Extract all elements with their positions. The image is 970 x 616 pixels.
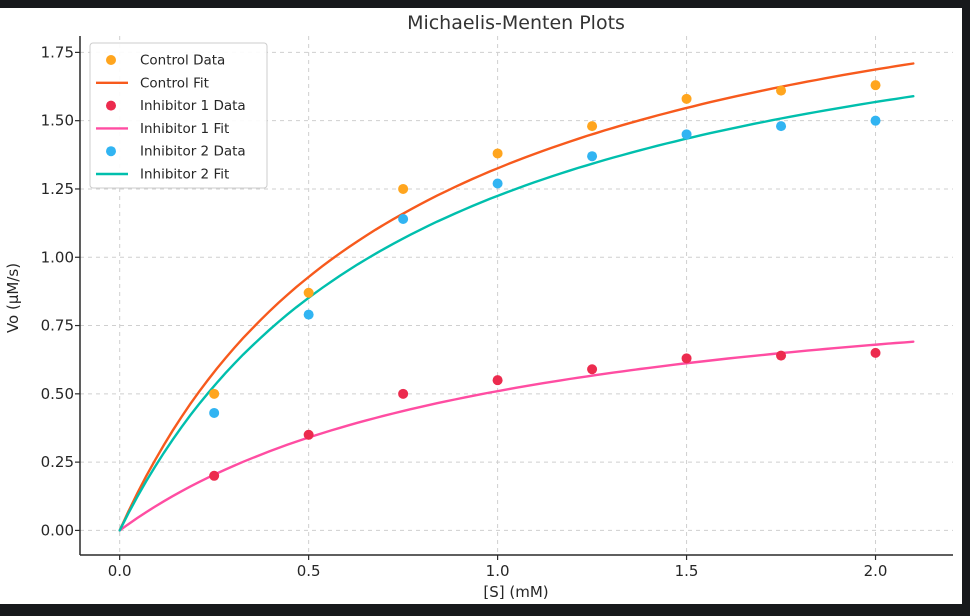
- data-point-control-data: [303, 287, 314, 298]
- legend-entry-label: Control Fit: [140, 75, 209, 91]
- plot-series: [118, 62, 915, 532]
- data-point-inhibitor-2-data: [492, 178, 503, 189]
- legend-box: [89, 42, 268, 189]
- y-tick-label: 1.75: [41, 43, 74, 61]
- data-point-inhibitor-2-data: [870, 115, 881, 126]
- data-point-inhibitor-1-data: [681, 353, 692, 364]
- data-point-inhibitor-1-data: [587, 364, 598, 375]
- chart-title: Michaelis-Menten Plots: [407, 12, 625, 34]
- data-point-inhibitor-2-data: [681, 129, 692, 140]
- y-tick-label: 0.00: [41, 521, 74, 539]
- fit-curve-inhibitor-2-fit: [118, 95, 915, 532]
- data-point-inhibitor-2-data: [303, 309, 314, 320]
- y-tick-label: 1.00: [41, 248, 74, 266]
- legend-marker-dot: [106, 146, 116, 157]
- legend-entry-label: Inhibitor 1 Fit: [140, 121, 229, 137]
- data-point-inhibitor-1-data: [398, 388, 409, 399]
- legend-entry-label: Control Data: [140, 53, 225, 69]
- x-tick-label: 0.0: [108, 562, 132, 580]
- legend-entry-label: Inhibitor 2 Fit: [140, 167, 229, 183]
- legend-entry-label: Inhibitor 1 Data: [140, 98, 246, 114]
- x-tick-label: 2.0: [864, 562, 888, 580]
- x-tick-label: 1.0: [486, 562, 510, 580]
- data-point-inhibitor-1-data: [209, 470, 220, 481]
- legend-marker-dot: [106, 100, 116, 111]
- chart-svg: 0.0 0.5 1.0 1.5 2.0 0.00 0.25 0.50 0.75 1.00 1.25 1…: [4, 12, 953, 601]
- legend-entry-label: Inhibitor 2 Data: [140, 144, 246, 160]
- axes-spines: [79, 36, 953, 556]
- x-tick-label: 0.5: [297, 562, 321, 580]
- y-tick-label: 0.25: [41, 453, 74, 471]
- data-point-inhibitor-1-data: [870, 347, 881, 358]
- data-point-control-data: [681, 93, 692, 104]
- data-point-control-data: [776, 85, 787, 96]
- data-point-inhibitor-1-data: [303, 429, 314, 440]
- data-point-inhibitor-1-data: [492, 375, 503, 386]
- data-point-inhibitor-2-data: [398, 214, 409, 225]
- data-point-control-data: [587, 121, 598, 132]
- x-axis-label: [S] (mM): [483, 583, 548, 601]
- x-tick-label: 1.5: [675, 562, 699, 580]
- axis-ticks: 0.0 0.5 1.0 1.5 2.0 0.00 0.25 0.50 0.75 1.00 1.25 1…: [41, 43, 888, 580]
- legend: Control Data Control Fit Inhibitor 1 Data I…: [89, 42, 268, 189]
- chart-figure: 0.0 0.5 1.0 1.5 2.0 0.00 0.25 0.50 0.75 1.00 1.25 1…: [0, 8, 962, 604]
- y-tick-label: 1.25: [41, 180, 74, 198]
- data-point-control-data: [209, 388, 220, 399]
- data-point-inhibitor-2-data: [776, 121, 787, 132]
- y-tick-label: 1.50: [41, 112, 74, 130]
- data-point-control-data: [870, 80, 881, 91]
- data-point-control-data: [492, 148, 503, 159]
- y-axis-label: Vo (µM/s): [4, 263, 22, 333]
- legend-marker-dot: [106, 55, 116, 65]
- fit-curve-inhibitor-1-fit: [118, 340, 915, 532]
- y-tick-label: 0.50: [41, 385, 74, 403]
- y-tick-label: 0.75: [41, 317, 74, 335]
- data-point-inhibitor-1-data: [776, 350, 787, 361]
- data-point-inhibitor-2-data: [587, 151, 598, 162]
- data-point-control-data: [398, 183, 409, 194]
- data-point-inhibitor-2-data: [209, 407, 220, 418]
